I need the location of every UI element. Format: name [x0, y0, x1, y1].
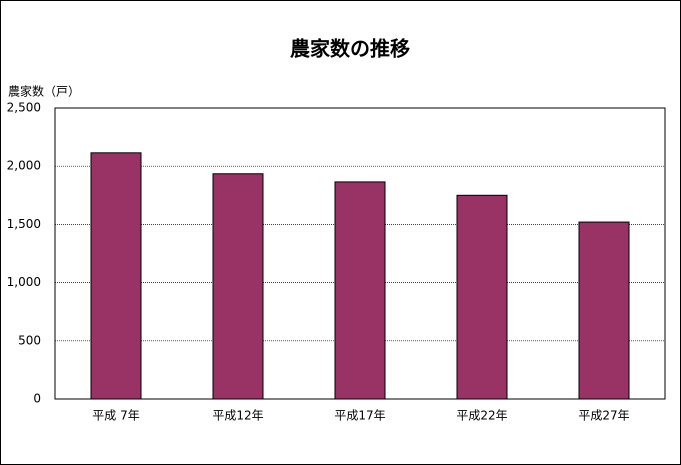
bar	[212, 173, 264, 400]
y-tick-label: 2,500	[7, 101, 41, 115]
y-axis-label: 農家数（戸）	[8, 84, 80, 99]
x-tick-label: 平成27年	[578, 409, 629, 423]
y-tick-label: 500	[18, 333, 41, 347]
bar	[334, 181, 386, 400]
y-tick-label: 1,500	[7, 217, 41, 231]
chart-title: 農家数の推移	[290, 37, 410, 61]
x-tick-label: 平成22年	[456, 409, 507, 423]
x-tick-label: 平成12年	[212, 409, 263, 423]
bar	[578, 221, 630, 400]
y-tick-label: 1,000	[7, 275, 41, 289]
y-tick-label: 0	[33, 392, 41, 406]
bar	[456, 194, 508, 400]
bar	[90, 152, 142, 400]
y-tick-label: 2,000	[7, 159, 41, 173]
x-tick-label: 平成17年	[334, 409, 385, 423]
x-tick-label: 平成 7年	[92, 409, 139, 423]
